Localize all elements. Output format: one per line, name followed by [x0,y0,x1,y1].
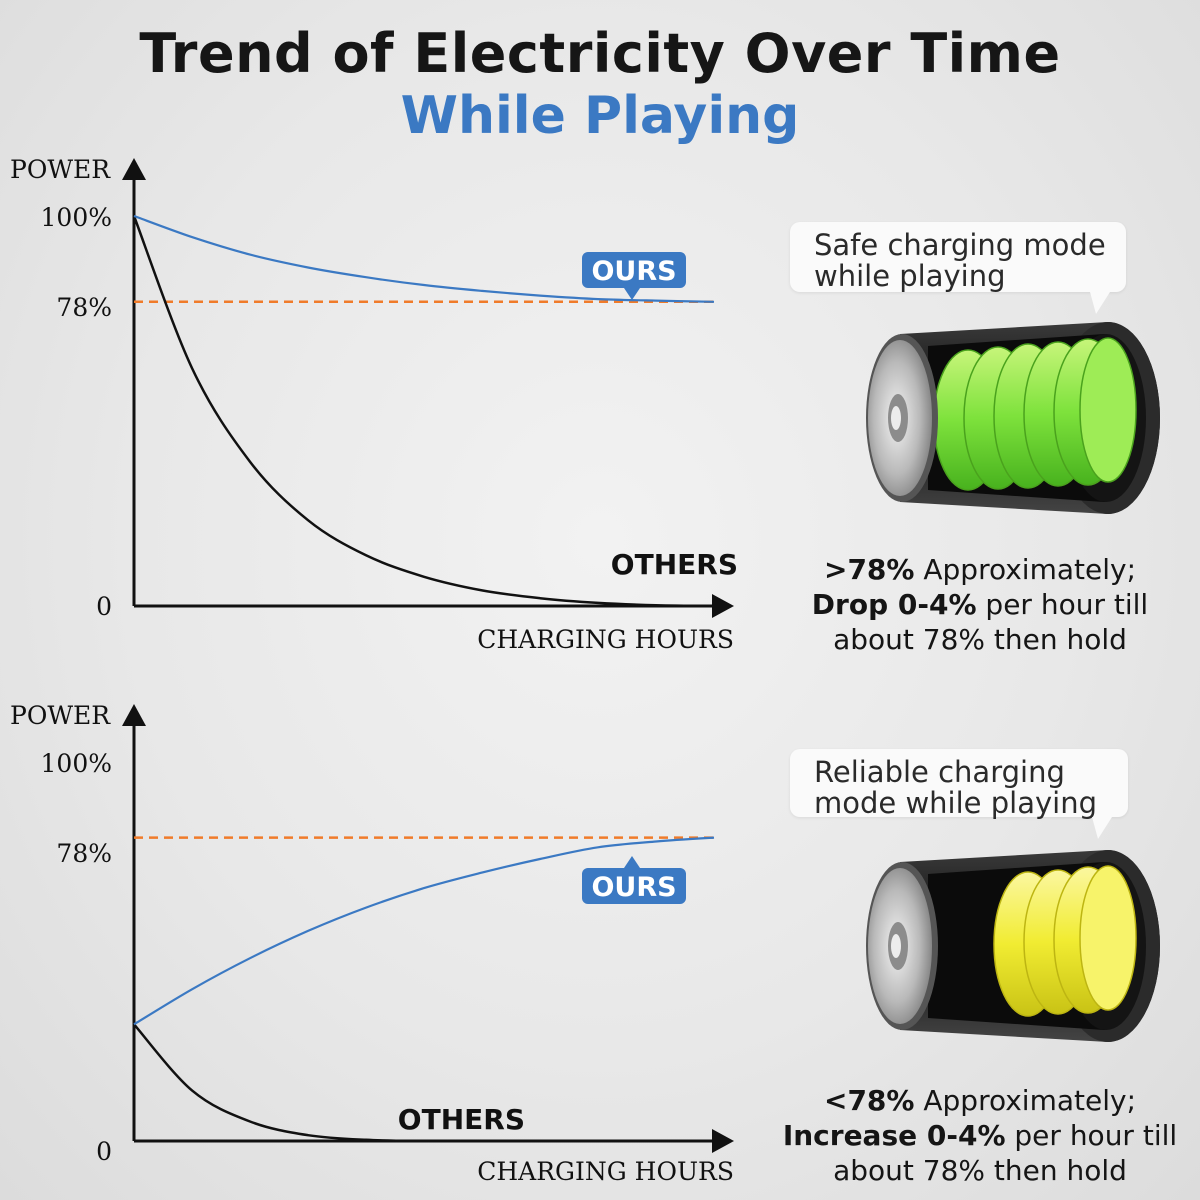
page-title: Trend of Electricity Over Time [139,22,1061,85]
y-tick-100: 100% [41,749,112,778]
y-tick-78: 78% [56,839,112,868]
callout-text: Reliable charging mode while playing [814,755,1097,820]
x-axis-label: CHARGING HOURS [477,625,734,654]
series-ours-label: OURS [591,256,676,287]
series-others-line [132,215,715,608]
series-others-label: OTHERS [611,548,738,581]
battery-yellow-icon [866,850,1160,1042]
y-axis-arrow [122,158,146,180]
y-tick-0: 0 [96,1137,112,1166]
ours-callout: OURS [582,856,686,904]
y-tick-78: 78% [56,293,112,322]
x-axis-arrow [712,594,734,618]
chart-bottom: POWER 100% 78% 0 CHARGING HOURS OTHERS O… [10,701,734,1186]
y-tick-0: 0 [96,592,112,621]
y-tick-100: 100% [41,203,112,232]
speech-bubble-icon [1092,817,1112,839]
battery-green-icon [866,322,1160,514]
series-ours-line [133,836,715,1026]
y-axis-label: POWER [10,701,111,730]
y-axis-label: POWER [10,155,111,184]
caption-bottom: <78% Approximately; Increase 0-4% per ho… [782,1084,1178,1187]
series-others-label: OTHERS [398,1103,525,1136]
x-axis-arrow [712,1129,734,1153]
page-subtitle: While Playing [400,86,800,146]
y-axis-arrow [122,704,146,726]
series-others-line [133,1023,714,1143]
callout-text: Safe charging mode while playing [814,228,1106,293]
speech-bubble-top: Safe charging mode while playing [790,222,1126,314]
speech-bubble-icon [1090,292,1110,314]
series-ours-line [133,214,715,303]
speech-bubble-bottom: Reliable charging mode while playing [790,749,1128,839]
x-axis-label: CHARGING HOURS [477,1157,734,1186]
caption-top: >78% Approximately; Drop 0-4% per hour t… [811,553,1149,656]
series-ours-label: OURS [591,872,676,903]
chart-top: POWER 100% 78% 0 CHARGING HOURS OTHERS O… [10,155,738,654]
ours-callout: OURS [582,252,686,300]
